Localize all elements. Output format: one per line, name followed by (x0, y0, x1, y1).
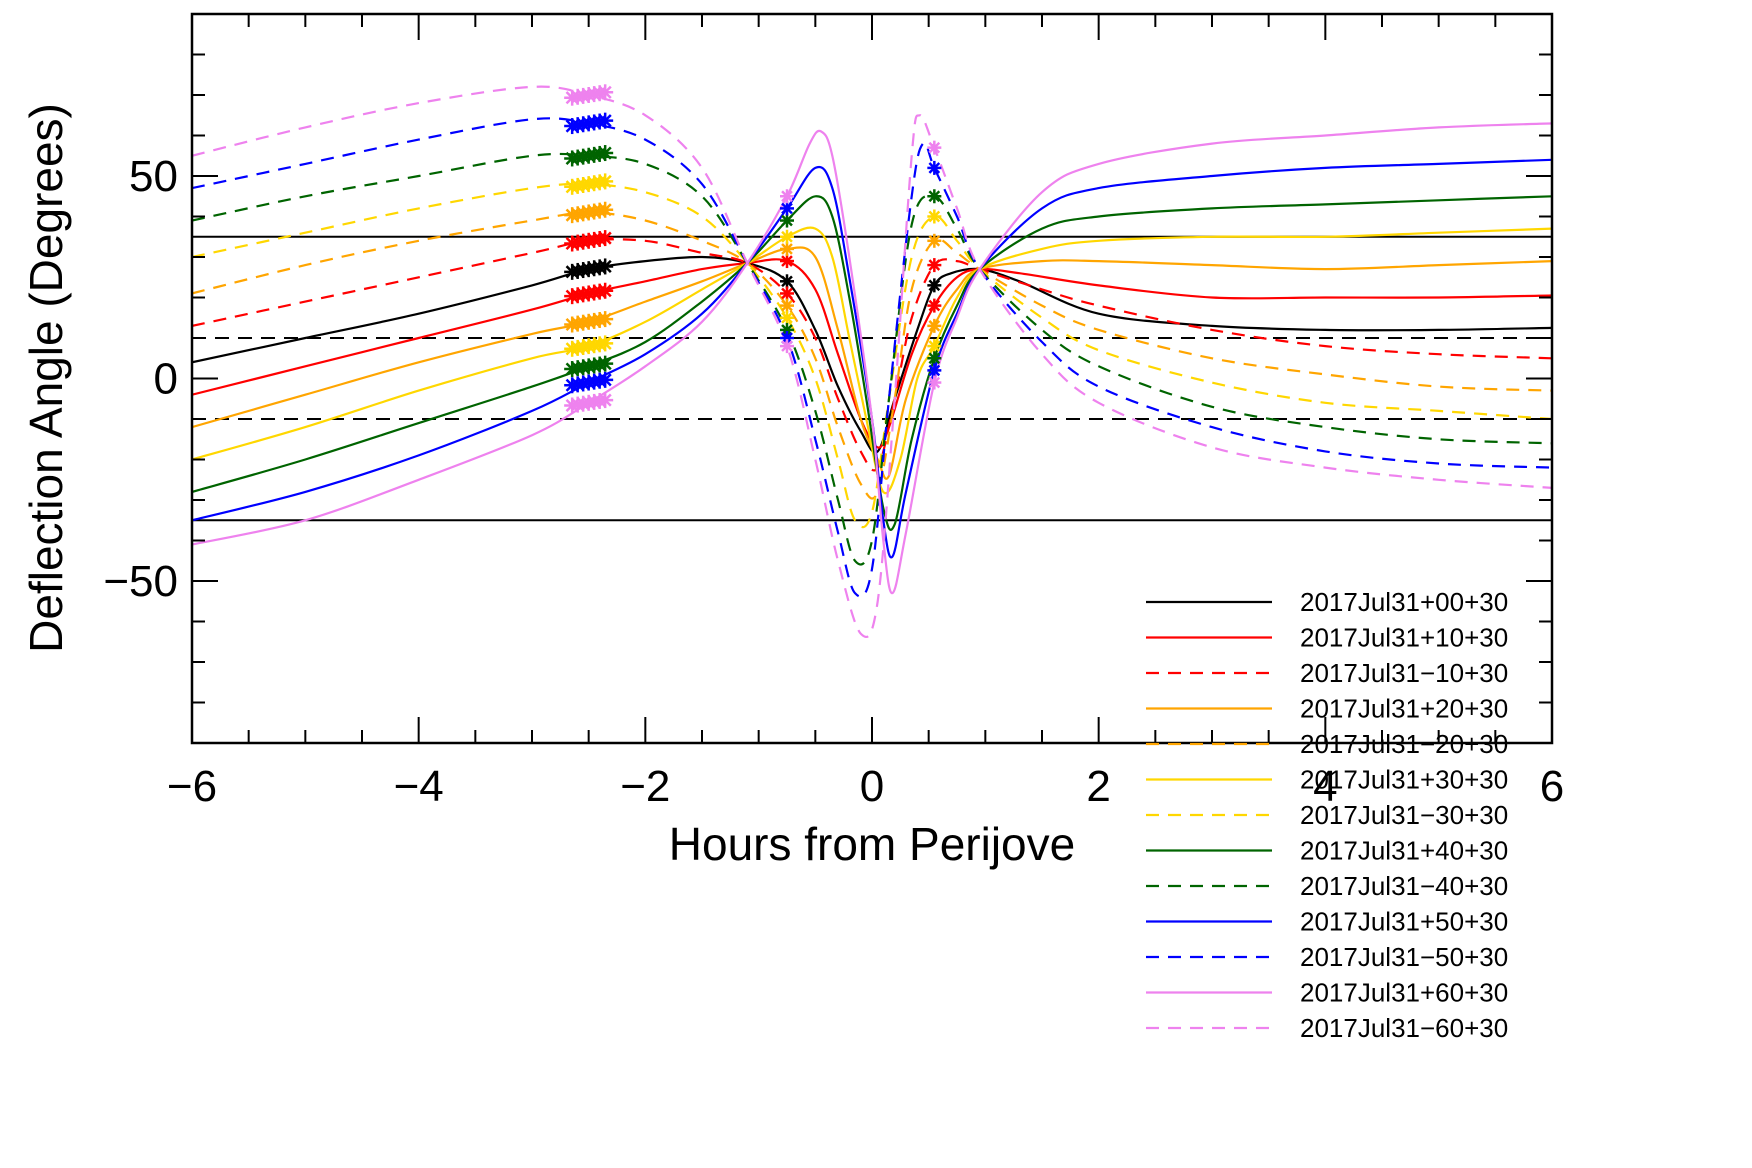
legend-label-3: 2017Jul31+20+30 (1300, 694, 1508, 724)
legend-label-0: 2017Jul31+00+30 (1300, 587, 1508, 617)
series-line-10 (192, 117, 1552, 598)
series-marker-12-0-6 (597, 84, 614, 101)
series-marker-4-1 (780, 298, 794, 313)
legend-label-11: 2017Jul31+60+30 (1300, 978, 1508, 1008)
legend-label-8: 2017Jul31−40+30 (1300, 871, 1508, 901)
x-tick-label: −2 (620, 762, 670, 811)
x-tick-label: 4 (1313, 762, 1337, 811)
series-marker-3-1 (780, 241, 794, 256)
series-marker-7-1 (780, 213, 794, 228)
x-tick-label: 0 (860, 762, 884, 811)
x-tick-label: −4 (394, 762, 444, 811)
series-marker-11-2 (927, 375, 942, 390)
y-tick-label: 50 (129, 152, 178, 201)
legend-label-4: 2017Jul31−20+30 (1300, 729, 1508, 759)
series-marker-11-1 (780, 189, 794, 204)
series-marker-6-2 (927, 209, 942, 224)
legend: 2017Jul31+00+30 2017Jul31+10+30 2017Jul31−… (1146, 587, 1508, 1043)
series-marker-2-2 (927, 258, 942, 273)
legend-label-6: 2017Jul31−30+30 (1300, 800, 1508, 830)
series-marker-3-2 (927, 318, 942, 333)
series-line-6 (192, 182, 1552, 529)
series-marker-12-1 (780, 339, 794, 354)
legend-label-5: 2017Jul31+30+30 (1300, 765, 1508, 795)
reference-lines (192, 235, 1552, 522)
x-tick-label: 6 (1540, 762, 1564, 811)
series-marker-8-0-6 (597, 145, 614, 162)
y-tick-label: −50 (103, 557, 178, 606)
series-marker-5-2 (927, 339, 942, 354)
series-marker-8-2 (927, 189, 942, 204)
series-marker-7-2 (927, 351, 942, 366)
series-marker-2-0-6 (597, 230, 614, 247)
series-marker-1-2 (927, 298, 942, 313)
series-marker-4-2 (927, 233, 942, 248)
series-marker-1-1 (780, 254, 794, 269)
x-tick-label: 2 (1086, 762, 1110, 811)
series-lines (192, 85, 1552, 639)
legend-label-7: 2017Jul31+40+30 (1300, 836, 1508, 866)
series-marker-7-0-6 (597, 355, 614, 372)
series-marker-9-0-6 (597, 371, 614, 388)
series-markers (564, 84, 942, 414)
series-marker-0-1 (780, 274, 794, 289)
x-axis-label: Hours from Perijove (669, 818, 1075, 870)
axis-ticks (191, 14, 1553, 743)
series-marker-5-0-6 (597, 335, 614, 352)
series-marker-12-2 (927, 140, 942, 155)
series-marker-11-0-6 (597, 392, 614, 409)
series-marker-9-1 (780, 201, 794, 216)
series-line-5 (192, 226, 1552, 495)
series-marker-3-0-6 (597, 311, 614, 328)
series-line-12 (192, 85, 1552, 639)
series-line-4 (192, 211, 1552, 500)
legend-label-1: 2017Jul31+10+30 (1300, 623, 1508, 653)
tick-labels: −6 −4 −2 0 2 4 6 −50 0 50 (103, 152, 1564, 811)
series-marker-9-2 (927, 363, 942, 378)
series-marker-10-0-6 (597, 112, 614, 129)
x-tick-label: −6 (167, 762, 217, 811)
y-axis-label: Deflection Angle (Degrees) (20, 103, 72, 653)
series-marker-0-0-6 (597, 258, 614, 275)
series-marker-4-0-6 (597, 201, 614, 218)
legend-label-10: 2017Jul31−50+30 (1300, 942, 1508, 972)
series-line-8 (192, 152, 1552, 566)
legend-label-9: 2017Jul31+50+30 (1300, 907, 1508, 937)
series-marker-5-1 (780, 229, 794, 244)
series-marker-0-2 (927, 278, 942, 293)
series-marker-6-1 (780, 310, 794, 325)
series-line-11 (192, 122, 1552, 595)
series-marker-2-1 (780, 286, 794, 301)
legend-label-12: 2017Jul31−60+30 (1300, 1013, 1508, 1043)
legend-label-2: 2017Jul31−10+30 (1300, 658, 1508, 688)
series-marker-6-0-6 (597, 173, 614, 190)
series-marker-10-2 (927, 160, 942, 175)
y-tick-label: 0 (154, 355, 178, 404)
series-marker-1-0-6 (597, 282, 614, 299)
